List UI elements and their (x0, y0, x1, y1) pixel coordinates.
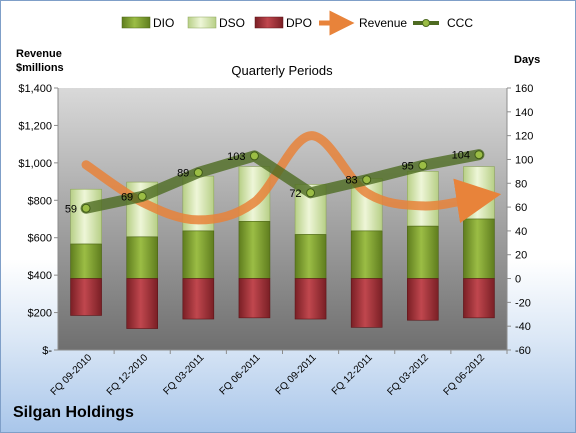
legend-label-dio: DIO (153, 16, 174, 30)
bar-dso (70, 188, 102, 245)
bar-dpo (294, 278, 327, 320)
left-tick-label: $600 (28, 233, 52, 245)
line-group: 59 69 89 103 72 83 95 104 (65, 131, 502, 225)
ccc-data-label: 95 (402, 160, 414, 172)
bar-dio (350, 230, 383, 279)
left-tick-label: $1,400 (18, 83, 52, 95)
left-tick-label: $- (42, 345, 52, 357)
x-tick-label: FQ 09-2010 (49, 352, 95, 398)
right-tick-label: 0 (515, 274, 521, 286)
x-tick-label: FQ 12-2010 (105, 352, 151, 398)
ccc-point (474, 150, 484, 160)
ccc-line (80, 149, 485, 214)
right-tick-label: 80 (515, 178, 527, 190)
ccc-point (418, 160, 428, 170)
x-tick-label: FQ 12-2011 (330, 352, 375, 397)
left-tick-label: $1,200 (18, 120, 52, 132)
bar-dpo (407, 278, 439, 321)
bar-dio (407, 225, 439, 279)
ccc-point (81, 203, 91, 213)
left-tick-label: $1,000 (18, 158, 52, 170)
bar-dio (238, 221, 271, 279)
right-axis-title: Days (514, 54, 540, 66)
ccc-point (249, 151, 259, 161)
x-tick-label: FQ 03-2012 (385, 352, 431, 398)
bar-dpo (350, 278, 383, 328)
ccc-data-label: 89 (177, 168, 189, 180)
legend-label-revenue: Revenue (359, 16, 407, 30)
right-tick-label: 120 (515, 131, 533, 143)
legend-label-ccc: CCC (447, 16, 473, 30)
bar-dio (70, 243, 102, 279)
left-axis-title-line1: Revenue (16, 48, 62, 60)
ccc-data-label: 104 (452, 150, 470, 162)
legend-swatch-dso (187, 16, 217, 29)
ccc-point (193, 168, 203, 178)
x-tick-label: FQ 06-2011 (218, 352, 263, 397)
legend: DIO DSO DPO Revenue CCC (121, 10, 473, 36)
right-tick-label: 40 (515, 226, 527, 238)
legend-label-dpo: DPO (286, 16, 312, 30)
chart-title: Quarterly Periods (231, 63, 333, 78)
right-tick-label: 140 (515, 107, 533, 119)
bar-dso (463, 166, 495, 220)
bar-dpo (126, 278, 158, 329)
x-tick-label: FQ 09-2011 (274, 352, 319, 397)
legend-marker-ccc (422, 19, 430, 27)
bar-dio (463, 218, 495, 279)
left-tick-label: $800 (28, 195, 52, 207)
x-tick-label: FQ 03-2011 (161, 352, 206, 397)
legend-swatch-dio (121, 16, 151, 29)
bar-dio (294, 234, 327, 279)
bar-dio (126, 236, 158, 279)
ccc-point (306, 188, 316, 198)
ccc-data-label: 103 (227, 151, 245, 163)
bar-dpo (238, 278, 271, 319)
ccc-data-label: 59 (65, 203, 77, 215)
right-tick-label: 20 (515, 250, 527, 262)
left-axis-title-line2: $millions (16, 62, 64, 74)
ccc-data-label: 69 (121, 191, 133, 203)
bar-dpo (70, 278, 102, 316)
right-tick-label: 160 (515, 83, 533, 95)
ccc-point (137, 191, 147, 201)
left-tick-label: $200 (28, 308, 52, 320)
revenue-line (81, 131, 502, 225)
legend-label-dso: DSO (219, 16, 245, 30)
right-tick-label: -20 (515, 297, 531, 309)
legend-swatch-dpo (254, 16, 284, 29)
bar-dio (182, 230, 215, 279)
left-tick-label: $400 (28, 270, 52, 282)
bar-dpo (182, 278, 215, 320)
right-tick-label: -60 (515, 345, 531, 357)
ccc-data-label: 83 (345, 175, 357, 187)
x-tick-label: FQ 06-2012 (442, 352, 488, 398)
ccc-point (362, 175, 372, 185)
bar-dso (407, 171, 439, 227)
right-tick-label: -40 (515, 321, 531, 333)
ccc-data-label: 72 (289, 188, 301, 200)
right-tick-label: 100 (515, 154, 533, 166)
company-name: Silgan Holdings (13, 404, 134, 421)
bar-dpo (463, 278, 495, 319)
right-tick-label: 60 (515, 202, 527, 214)
plot-area (58, 88, 507, 350)
